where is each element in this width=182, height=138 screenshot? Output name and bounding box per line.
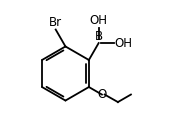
- Text: OH: OH: [114, 37, 132, 50]
- Text: Br: Br: [48, 16, 62, 29]
- Text: OH: OH: [90, 14, 108, 27]
- Text: O: O: [97, 88, 106, 101]
- Text: B: B: [95, 30, 103, 43]
